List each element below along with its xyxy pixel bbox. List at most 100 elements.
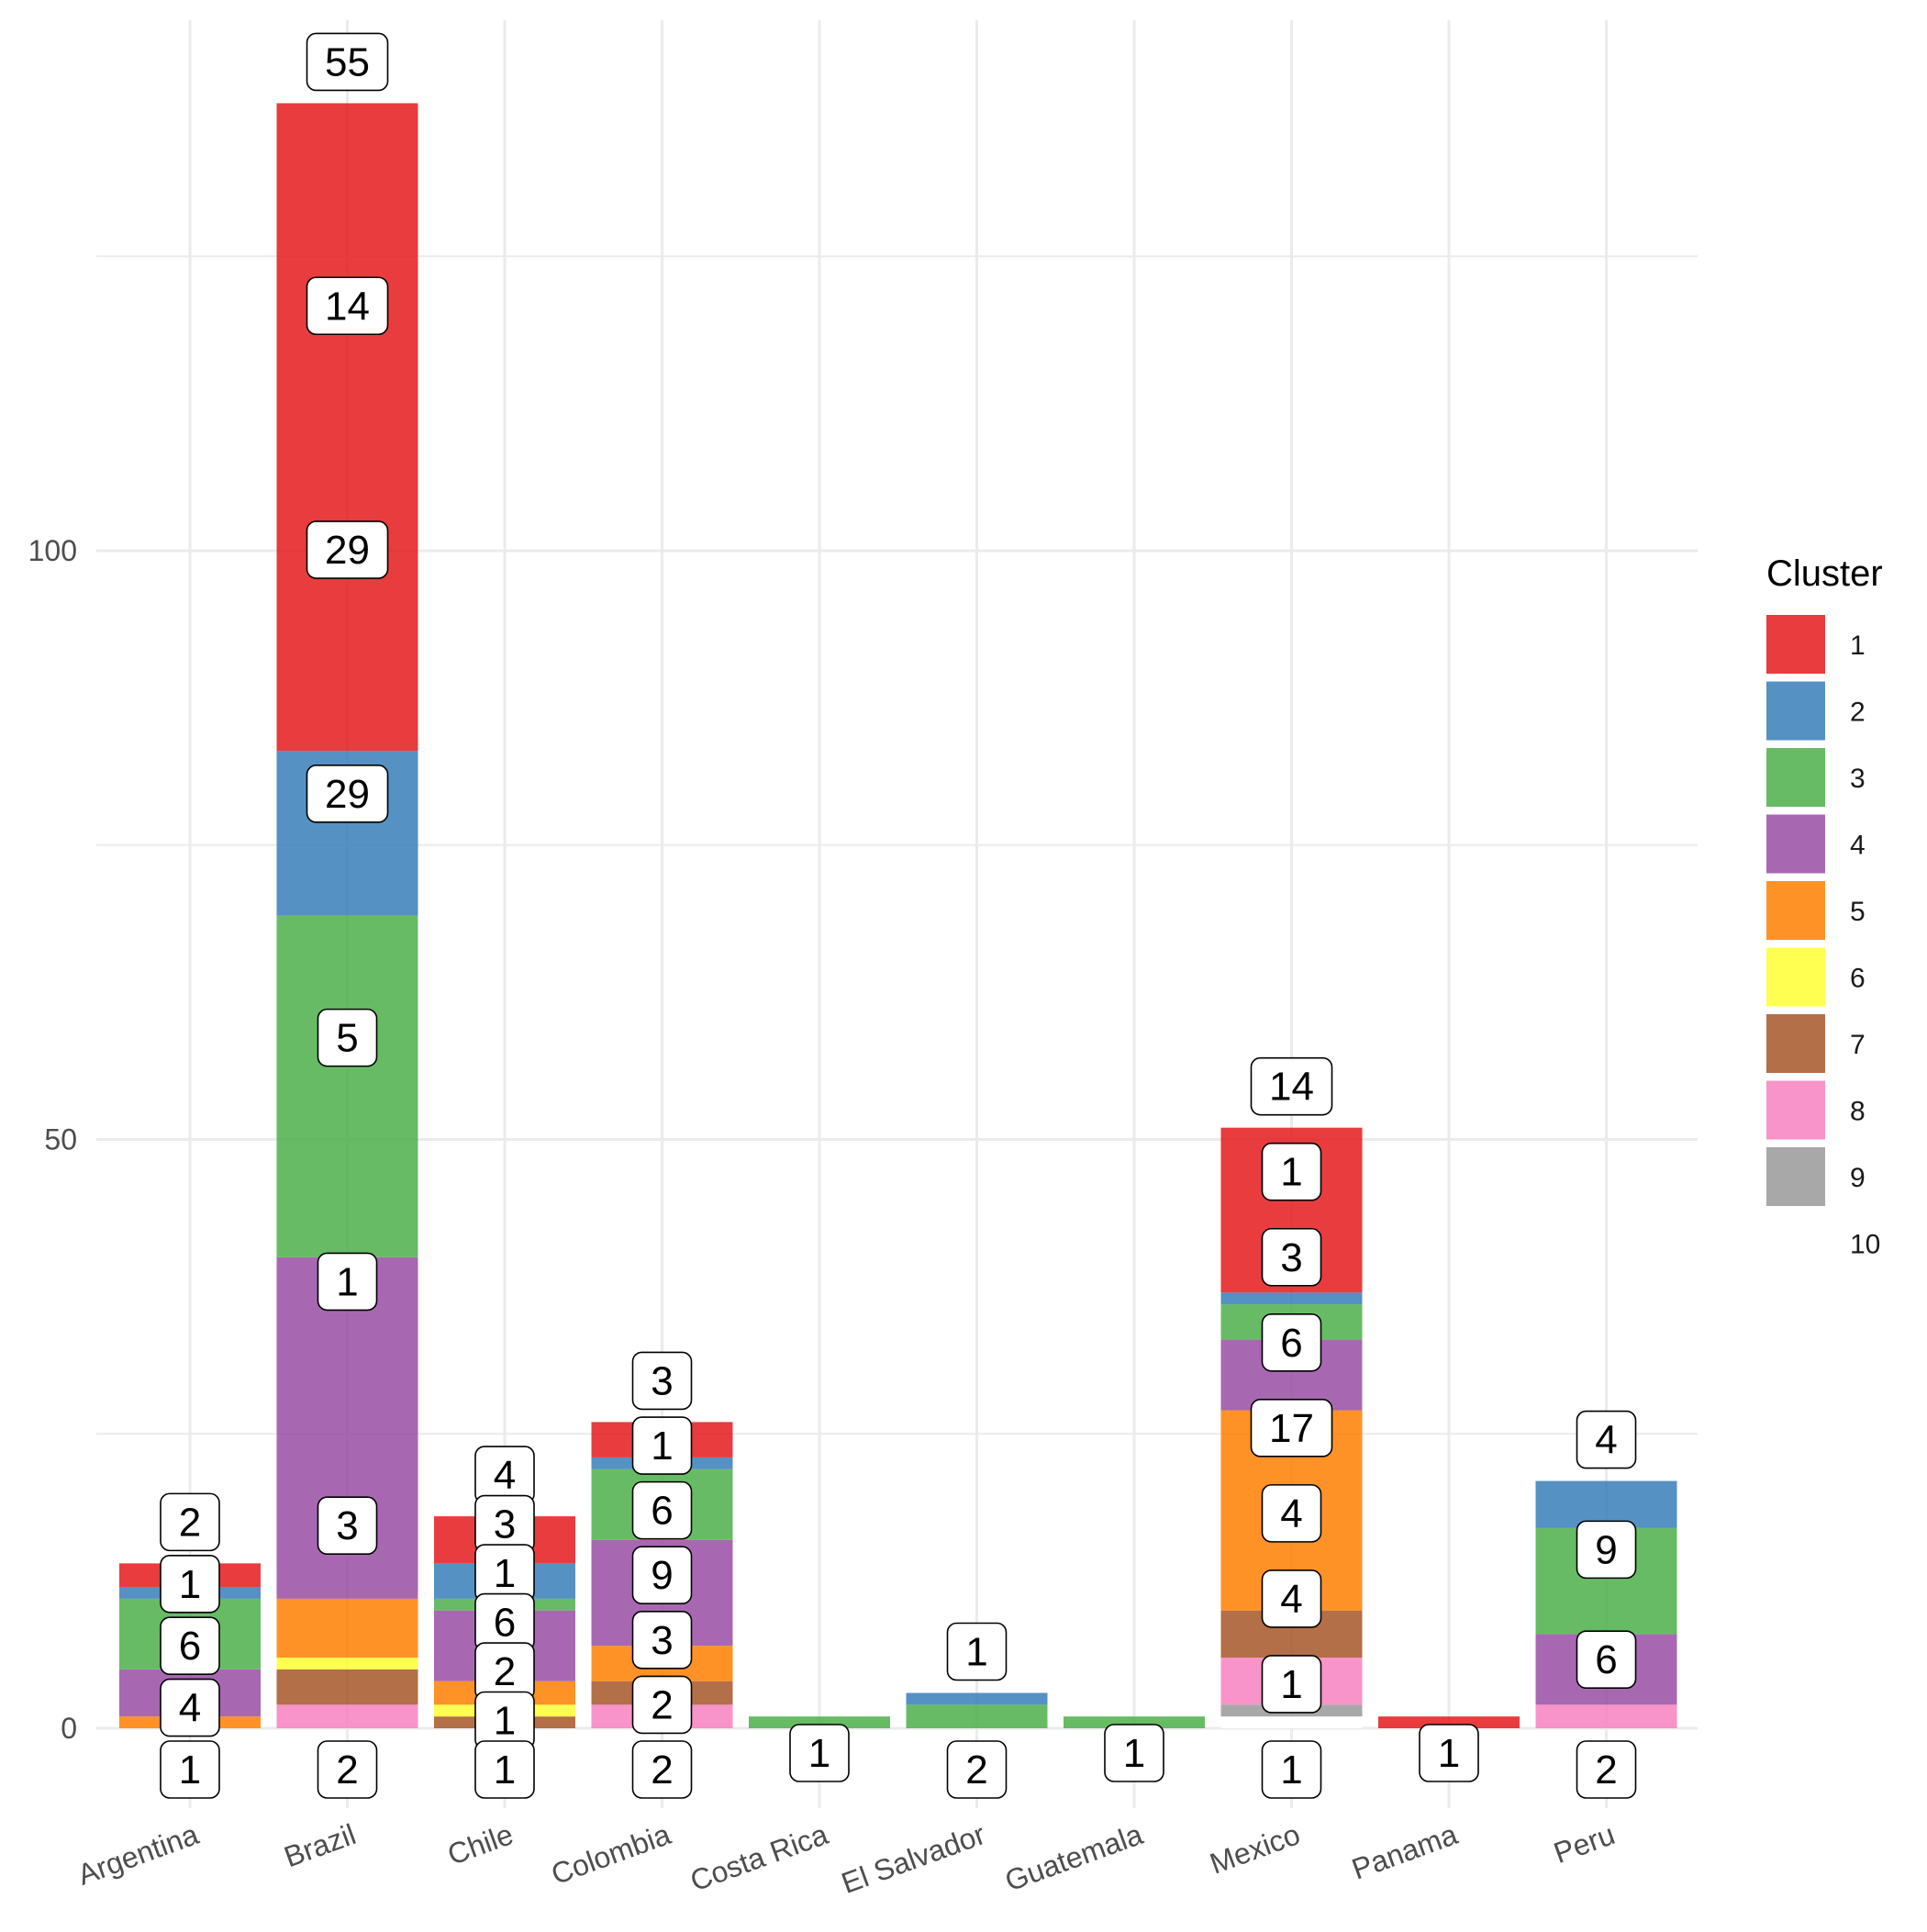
data-label-value: 4 [494, 1453, 516, 1498]
data-label: 1 [946, 1622, 1008, 1681]
data-label-box [306, 765, 389, 823]
legend-swatch [1766, 748, 1825, 807]
legend-item: 2 [1766, 681, 1866, 741]
data-label: 2 [631, 1740, 693, 1799]
data-label-box [1261, 1484, 1322, 1543]
data-label: 3 [474, 1494, 535, 1554]
legend-item: 7 [1766, 1014, 1866, 1073]
data-label: 5 [317, 1008, 378, 1067]
data-label-value: 2 [965, 1748, 987, 1792]
data-label-value: 2 [651, 1682, 673, 1727]
data-label: 1 [789, 1724, 850, 1782]
data-label-value: 2 [1595, 1748, 1617, 1792]
data-label-box [1250, 1056, 1333, 1116]
x-tick-label: Brazil [280, 1817, 361, 1873]
data-label: 29 [306, 520, 389, 579]
data-label-box [160, 1740, 220, 1799]
bars-layer [119, 103, 1677, 1728]
data-label-value: 1 [965, 1630, 987, 1675]
legend-label: 5 [1850, 897, 1866, 927]
x-tick-label-group: Colombia [547, 1817, 675, 1891]
x-tick-label: Mexico [1206, 1817, 1305, 1880]
data-label-box [160, 1554, 220, 1614]
data-label: 9 [1576, 1520, 1637, 1580]
data-label-value: 29 [325, 528, 370, 573]
data-label-value: 4 [179, 1686, 201, 1731]
legend-swatch [1766, 814, 1825, 874]
data-label-value: 3 [494, 1502, 516, 1547]
data-label-value: 9 [651, 1553, 673, 1598]
x-tick-label-group: Argentina [73, 1817, 203, 1892]
data-label-box [1576, 1410, 1637, 1469]
data-label: 2 [317, 1740, 378, 1799]
bar-segment [276, 1704, 418, 1728]
data-label-box [1419, 1724, 1479, 1782]
x-tick-label: Panama [1348, 1817, 1463, 1886]
data-label-box [1261, 1655, 1322, 1714]
data-label-box [946, 1740, 1008, 1799]
legend-swatch [1766, 1213, 1825, 1273]
data-label-value: 1 [1438, 1731, 1460, 1776]
data-label-value: 1 [651, 1424, 673, 1469]
data-label-value: 55 [325, 39, 370, 84]
data-label-box [1576, 1740, 1637, 1799]
data-label: 6 [1576, 1630, 1637, 1689]
data-label-value: 2 [651, 1748, 673, 1792]
legend-label: 9 [1850, 1163, 1866, 1193]
x-tick-label: Peru [1549, 1817, 1619, 1870]
data-label-box [1104, 1724, 1164, 1782]
x-tick-label-group: El Salvador [837, 1817, 989, 1900]
bar-segment [1064, 1716, 1205, 1728]
data-label: 3 [631, 1611, 693, 1670]
legend-label: 8 [1850, 1097, 1866, 1127]
data-label-box [631, 1416, 693, 1475]
data-label-value: 6 [651, 1489, 673, 1534]
data-label-box [306, 32, 389, 92]
data-label-box [631, 1611, 693, 1670]
legend-item: 1 [1766, 615, 1866, 674]
legend-item: 6 [1766, 947, 1866, 1007]
data-label: 3 [1261, 1227, 1322, 1287]
x-tick-label-group: Panama [1348, 1817, 1463, 1886]
data-label: 1 [474, 1740, 535, 1799]
bar-segment [906, 1692, 1048, 1705]
data-label: 6 [474, 1592, 535, 1652]
bar-segment [1378, 1716, 1520, 1728]
legend-label: 4 [1850, 831, 1866, 861]
data-label-value: 3 [651, 1358, 673, 1403]
x-tick-label-group: Brazil [280, 1817, 361, 1873]
data-label-box [631, 1546, 693, 1605]
data-label-value: 1 [1280, 1150, 1302, 1195]
y-tick-label: 50 [44, 1123, 77, 1156]
legend-item: 8 [1766, 1080, 1866, 1140]
y-tick-label: 0 [61, 1712, 77, 1745]
data-label: 55 [306, 32, 389, 92]
data-label: 17 [1250, 1399, 1333, 1457]
x-tick-label-group: Mexico [1206, 1817, 1305, 1880]
legend-label: 6 [1850, 964, 1866, 994]
data-label-value: 4 [1280, 1491, 1302, 1536]
data-label-value: 2 [336, 1748, 358, 1792]
data-label-value: 4 [1280, 1577, 1302, 1622]
legend-label: 10 [1850, 1230, 1880, 1260]
x-tick-label-group: Chile [443, 1817, 518, 1871]
x-tick-label-group: Guatemala [1000, 1817, 1147, 1897]
data-label-value: 1 [179, 1562, 201, 1607]
data-label: 1 [1261, 1655, 1322, 1714]
data-label-box [789, 1724, 850, 1782]
x-tick-label-group: Costa Rica [685, 1817, 832, 1897]
data-label-value: 6 [1595, 1637, 1617, 1682]
data-label-box [317, 1740, 378, 1799]
bar-segment [1535, 1480, 1677, 1528]
legend-label: 7 [1850, 1030, 1866, 1060]
data-label-value: 1 [808, 1731, 830, 1776]
data-label: 4 [160, 1678, 220, 1737]
data-label: 2 [160, 1492, 220, 1552]
x-tick-label: Argentina [73, 1817, 203, 1892]
legend-item: 9 [1766, 1147, 1866, 1206]
legend-title: Cluster [1766, 553, 1883, 594]
data-label: 2 [631, 1675, 693, 1735]
data-label-box [306, 520, 389, 579]
data-label: 6 [631, 1480, 693, 1540]
